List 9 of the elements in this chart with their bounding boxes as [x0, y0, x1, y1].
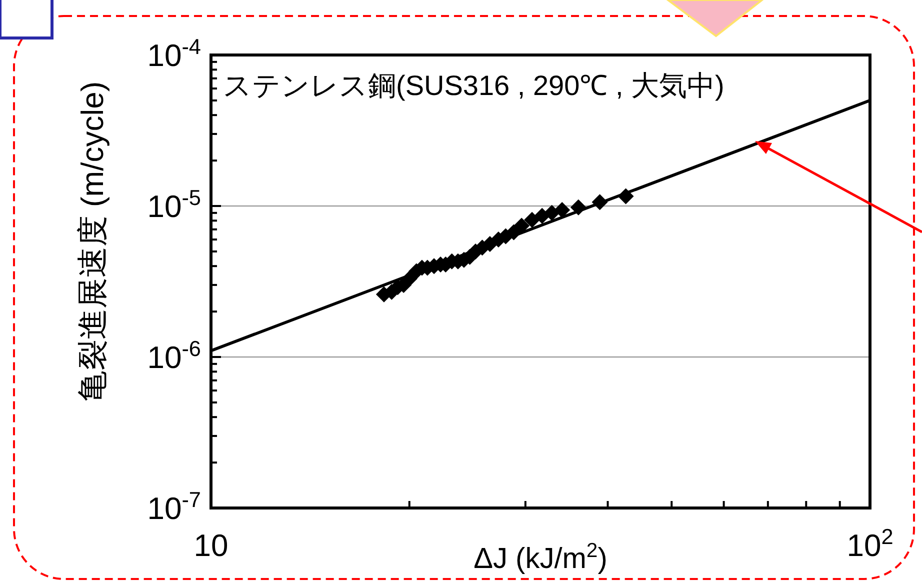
- y-tick-label: 10$^{-4}$: [147, 34, 201, 73]
- text: ステンレス鋼(SUS316 , 290℃ , 大気中): [223, 70, 724, 101]
- x-tick-label: 10$^{2}$: [846, 524, 894, 563]
- x-axis-title: ΔJ (kJ/m$^{2}$): [474, 540, 608, 575]
- y-axis-title: 亀裂進展速度 (m/cycle): [75, 81, 110, 402]
- y-tick-label: 10$^{-5}$: [147, 184, 201, 224]
- x-tick-label: 10: [194, 528, 228, 563]
- y-tick-label: 10$^{-6}$: [147, 336, 201, 375]
- y-tick-label: 10$^{-7}$: [147, 486, 201, 526]
